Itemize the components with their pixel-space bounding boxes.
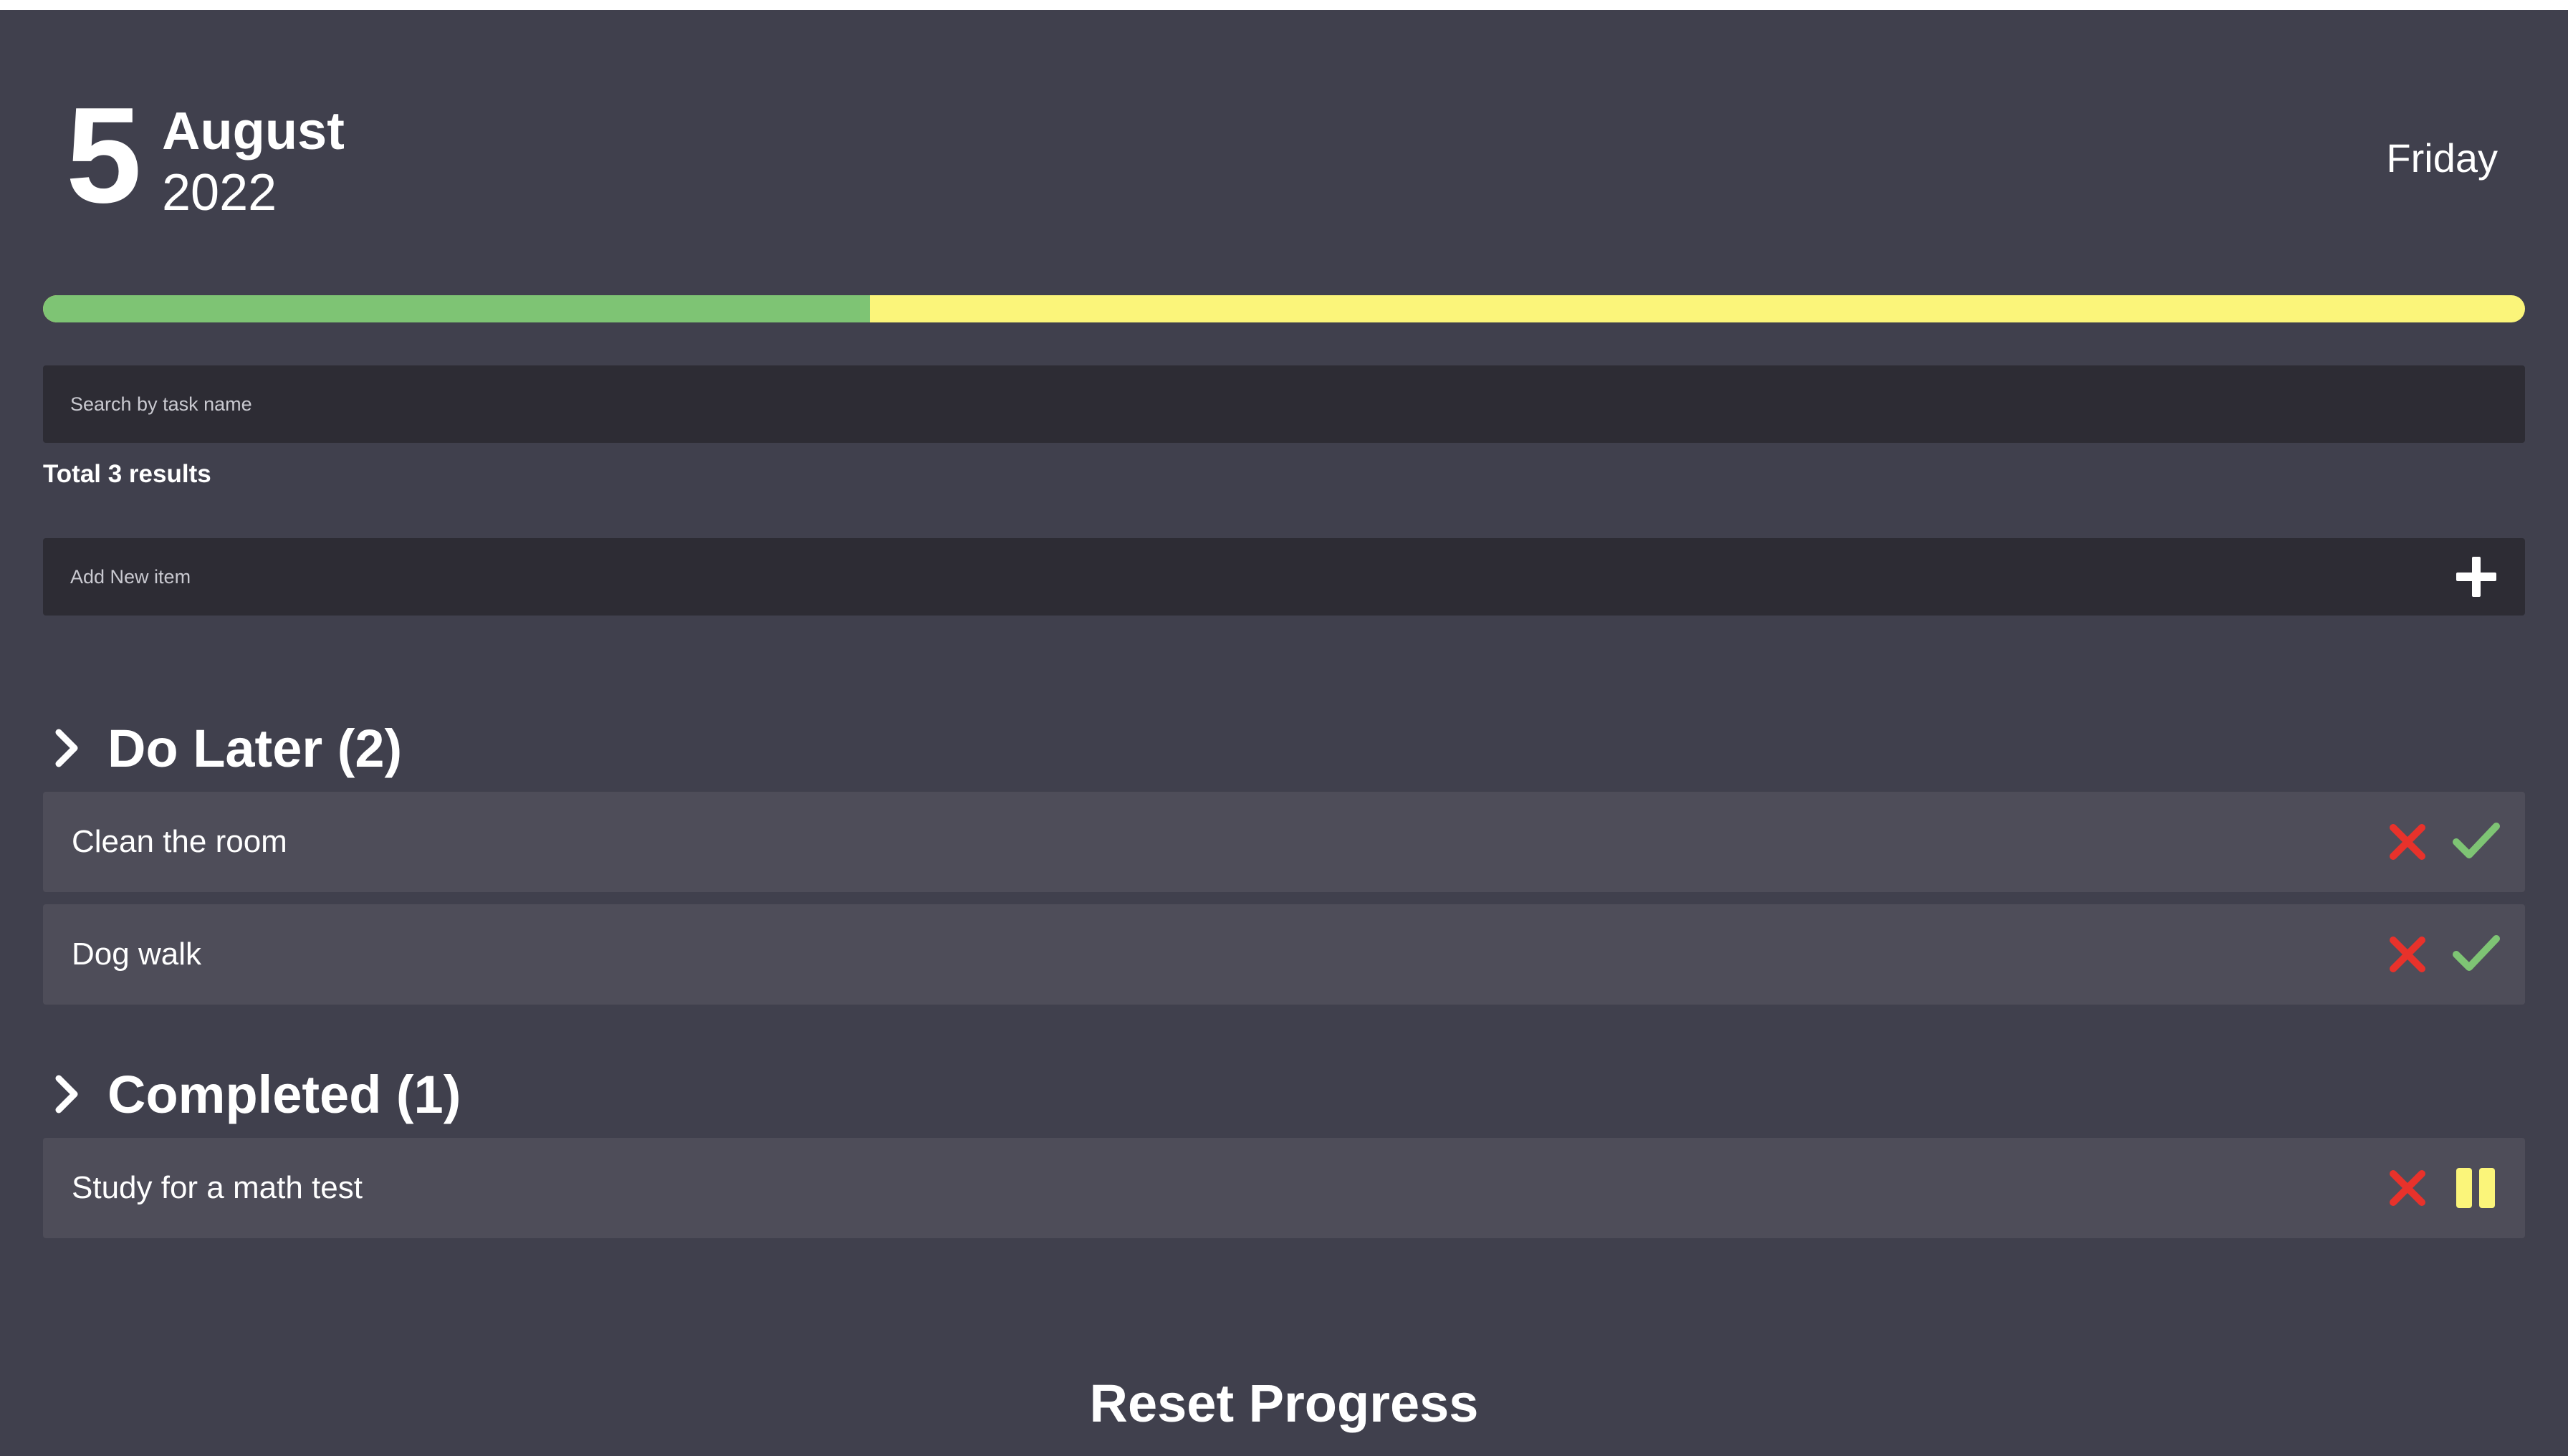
task-label: Dog walk [72,937,201,972]
section-header-completed[interactable]: Completed (1) [50,1062,461,1126]
delete-icon[interactable] [2389,936,2426,973]
delete-icon[interactable] [2389,823,2426,861]
task-label: Study for a math test [72,1170,363,1205]
date-month: August [162,101,345,161]
section-title-completed: Completed (1) [107,1064,461,1124]
date-year: 2022 [162,164,277,221]
task-item: Study for a math test [43,1138,2525,1238]
check-icon[interactable] [2452,933,2501,973]
plus-icon[interactable] [2453,554,2499,600]
task-label: Clean the room [72,824,287,859]
task-item: Dog walk [43,904,2525,1005]
add-item-input[interactable] [70,538,2291,616]
task-item: Clean the room [43,792,2525,892]
weekday: Friday [2386,135,2498,181]
check-icon[interactable] [2452,820,2501,861]
search-input[interactable] [70,365,2291,443]
date-day: 5 [66,80,142,231]
delete-icon[interactable] [2389,1169,2426,1207]
progress-bar-fill [43,295,870,322]
todo-app: 5 August 2022 Friday Total 3 results Do … [0,10,2568,1456]
section-title-do-later: Do Later (2) [107,718,403,778]
chevron-right-icon[interactable] [50,727,86,770]
chevron-right-icon[interactable] [50,1073,86,1116]
section-header-do-later[interactable]: Do Later (2) [50,716,402,780]
results-count: Total 3 results [43,460,211,488]
reset-progress-button[interactable]: Reset Progress [1089,1374,1479,1433]
add-item-box [43,538,2525,616]
progress-bar [43,295,2525,322]
top-border [0,0,2568,10]
search-box [43,365,2525,443]
pause-icon[interactable] [2455,1167,2496,1210]
